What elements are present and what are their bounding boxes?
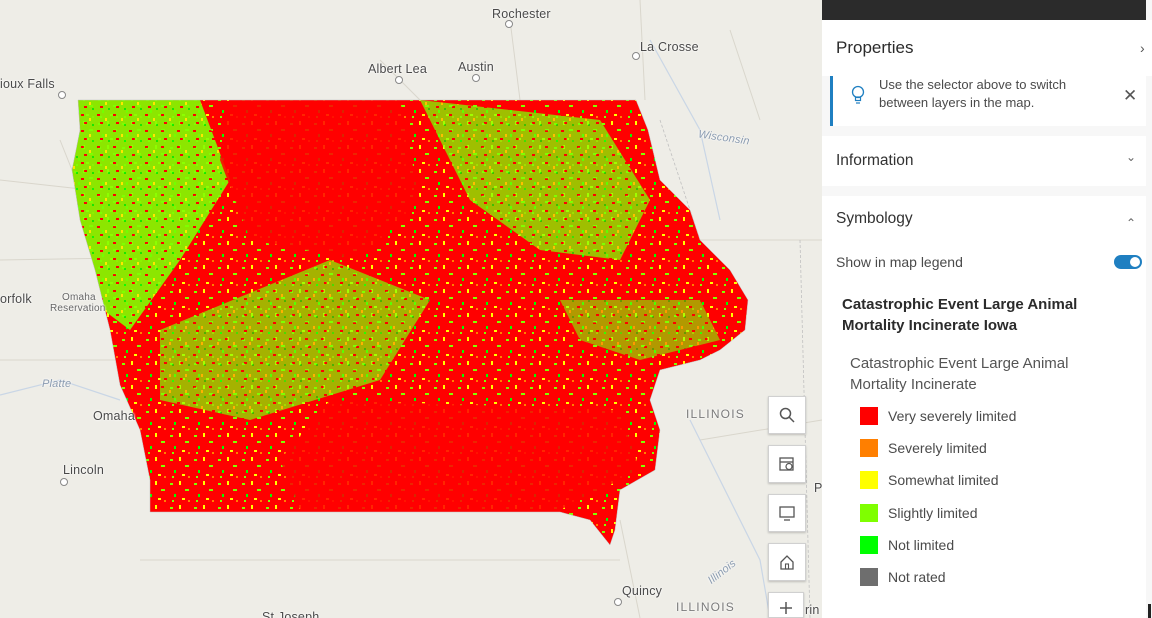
place-label: rin — [805, 603, 820, 617]
city-dot — [395, 76, 403, 84]
home-icon — [780, 555, 794, 570]
tip-text: Use the selector above to switch between… — [879, 77, 1067, 110]
basemap-gallery-icon — [779, 457, 794, 471]
legend-label: Somewhat limited — [888, 472, 999, 488]
city-dot — [472, 74, 480, 82]
zoom-in-icon — [780, 602, 792, 614]
place-label: Omaha — [62, 292, 96, 303]
chevron-up-icon[interactable]: ⌃ — [1126, 216, 1137, 230]
layer-title: Catastrophic Event Large Animal Mortalit… — [842, 296, 1078, 334]
place-label: Lincoln — [63, 463, 105, 477]
map-view[interactable]: Rochester La Crosse Albert Lea Austin io… — [0, 0, 822, 618]
information-label: Information — [836, 152, 914, 169]
basemap-gallery-button[interactable] — [768, 445, 806, 483]
legend-swatch — [860, 471, 878, 489]
city-dot — [58, 91, 66, 99]
lightbulb-icon — [851, 85, 865, 104]
symbology-label[interactable]: Symbology — [836, 210, 913, 227]
place-label: ioux Falls — [0, 77, 55, 91]
scrollbar[interactable] — [1148, 604, 1151, 618]
legend-swatch — [860, 568, 878, 586]
legend-swatch — [860, 504, 878, 522]
collapse-panel-icon[interactable]: › — [1140, 40, 1145, 56]
symbology-section: Symbology ⌃ Show in map legend Catastrop… — [822, 196, 1146, 618]
legend-label: Not limited — [888, 537, 955, 553]
city-dot — [60, 478, 68, 486]
panel-title: Properties — [836, 38, 914, 57]
place-label: St Joseph — [262, 610, 320, 618]
information-section[interactable]: Information ⌄ — [822, 136, 1146, 186]
layer-subtitle: Catastrophic Event Large Animal Mortalit… — [850, 355, 1069, 393]
properties-panel: Properties › Use the selector above to s… — [822, 0, 1152, 618]
legend-swatch — [860, 439, 878, 457]
place-label: Albert Lea — [368, 62, 427, 76]
place-label: Austin — [458, 60, 494, 74]
place-label: P — [814, 481, 822, 495]
basemap — [0, 0, 822, 618]
panel-toolbar — [822, 0, 1146, 20]
city-dot — [614, 598, 622, 606]
place-label: orfolk — [0, 292, 32, 306]
place-label: Reservation — [50, 303, 106, 314]
show-in-legend-toggle[interactable] — [1114, 255, 1142, 269]
place-label: Quincy — [622, 584, 663, 598]
legend-swatch — [860, 536, 878, 554]
home-button[interactable] — [768, 543, 806, 581]
city-dot — [505, 20, 513, 28]
iowa-raster-layer — [72, 100, 748, 545]
panel-header: Properties › — [822, 20, 1152, 76]
place-label: Omaha — [93, 409, 135, 423]
monitor-icon — [779, 506, 795, 521]
toggle-knob — [1130, 257, 1140, 267]
search-icon — [779, 407, 795, 423]
state-label: ILLINOIS — [686, 407, 745, 421]
search-button[interactable] — [768, 396, 806, 434]
legend-swatch — [860, 407, 878, 425]
legend-label: Severely limited — [888, 440, 987, 456]
close-icon[interactable]: ✕ — [1123, 86, 1138, 105]
tip-notice: Use the selector above to switch between… — [830, 76, 1146, 126]
legend-label: Not rated — [888, 569, 946, 585]
chevron-down-icon[interactable]: ⌄ — [1126, 150, 1137, 164]
zoom-in-button[interactable] — [768, 592, 804, 618]
city-dot — [632, 52, 640, 60]
show-in-legend-label: Show in map legend — [836, 254, 963, 270]
place-label: La Crosse — [640, 40, 699, 54]
place-label: Rochester — [492, 7, 551, 21]
legend-label: Slightly limited — [888, 505, 978, 521]
legend-label: Very severely limited — [888, 408, 1017, 424]
state-label: ILLINOIS — [676, 600, 735, 614]
fullscreen-button[interactable] — [768, 494, 806, 532]
river-label: Platte — [42, 378, 72, 390]
